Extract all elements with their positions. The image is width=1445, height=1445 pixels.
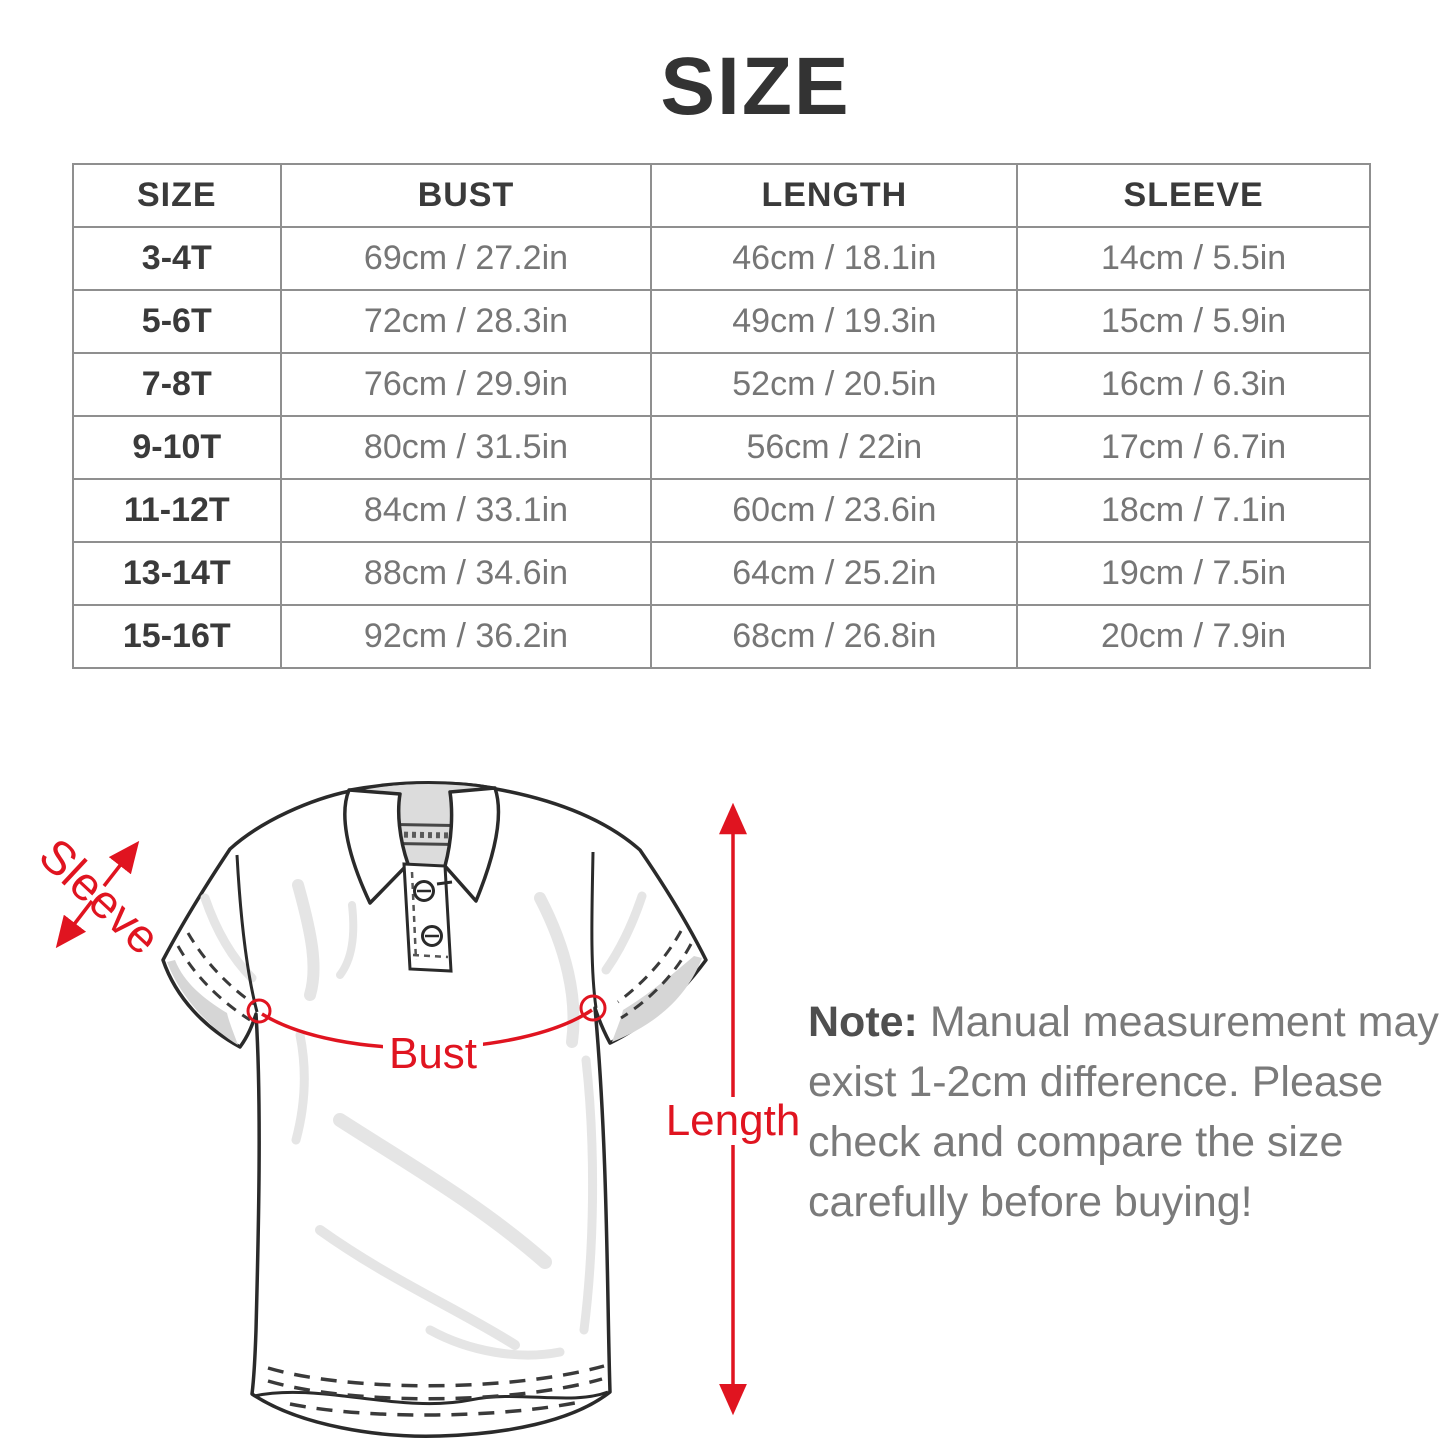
table-row: 9-10T 80cm / 31.5in 56cm / 22in 17cm / 6…: [72, 415, 1371, 480]
cell-bust: 84cm / 33.1in: [279, 478, 653, 543]
cell-size: 13-14T: [72, 541, 282, 606]
size-table: SIZE BUST LENGTH SLEEVE 3-4T 69cm / 27.2…: [72, 163, 1371, 669]
cell-length: 56cm / 22in: [650, 415, 1019, 480]
sleeve-arrow-icon: [55, 840, 140, 949]
cell-size: 9-10T: [72, 415, 282, 480]
table-row: 5-6T 72cm / 28.3in 49cm / 19.3in 15cm / …: [72, 289, 1371, 354]
table-row: 13-14T 88cm / 34.6in 64cm / 25.2in 19cm …: [72, 541, 1371, 606]
column-header-bust: BUST: [279, 163, 653, 228]
cell-sleeve: 15cm / 5.9in: [1016, 289, 1371, 354]
length-label: Length: [661, 1097, 805, 1145]
cell-bust: 80cm / 31.5in: [279, 415, 653, 480]
cell-length: 68cm / 26.8in: [650, 604, 1019, 669]
cell-length: 49cm / 19.3in: [650, 289, 1019, 354]
page-title: SIZE: [660, 41, 851, 132]
cell-size: 11-12T: [72, 478, 282, 543]
cell-size: 5-6T: [72, 289, 282, 354]
note-body: Manual measurement may exist 1-2cm diffe…: [808, 998, 1439, 1226]
table-row: 3-4T 69cm / 27.2in 46cm / 18.1in 14cm / …: [72, 226, 1371, 291]
cell-bust: 72cm / 28.3in: [279, 289, 653, 354]
cell-sleeve: 14cm / 5.5in: [1016, 226, 1371, 291]
cell-size: 3-4T: [72, 226, 282, 291]
column-header-length: LENGTH: [650, 163, 1019, 228]
cell-sleeve: 16cm / 6.3in: [1016, 352, 1371, 417]
bust-label: Bust: [382, 1030, 484, 1078]
cell-length: 46cm / 18.1in: [650, 226, 1019, 291]
table-row: 15-16T 92cm / 36.2in 68cm / 26.8in 20cm …: [72, 604, 1371, 669]
column-header-sleeve: SLEEVE: [1016, 163, 1371, 228]
cell-length: 64cm / 25.2in: [650, 541, 1019, 606]
table-row: 7-8T 76cm / 29.9in 52cm / 20.5in 16cm / …: [72, 352, 1371, 417]
cell-sleeve: 20cm / 7.9in: [1016, 604, 1371, 669]
cell-sleeve: 19cm / 7.5in: [1016, 541, 1371, 606]
cell-bust: 69cm / 27.2in: [279, 226, 653, 291]
cell-bust: 92cm / 36.2in: [279, 604, 653, 669]
cell-size: 7-8T: [72, 352, 282, 417]
table-row: 11-12T 84cm / 33.1in 60cm / 23.6in 18cm …: [72, 478, 1371, 543]
table-header-row: SIZE BUST LENGTH SLEEVE: [72, 163, 1371, 228]
cell-length: 52cm / 20.5in: [650, 352, 1019, 417]
cell-sleeve: 18cm / 7.1in: [1016, 478, 1371, 543]
cell-length: 60cm / 23.6in: [650, 478, 1019, 543]
cell-bust: 76cm / 29.9in: [279, 352, 653, 417]
note-prefix: Note:: [808, 998, 918, 1046]
note-text: Note: Manual measurement may exist 1-2cm…: [808, 992, 1445, 1232]
column-header-size: SIZE: [72, 163, 282, 228]
cell-bust: 88cm / 34.6in: [279, 541, 653, 606]
cell-size: 15-16T: [72, 604, 282, 669]
cell-sleeve: 17cm / 6.7in: [1016, 415, 1371, 480]
polo-shirt-drawing: [161, 780, 708, 1438]
